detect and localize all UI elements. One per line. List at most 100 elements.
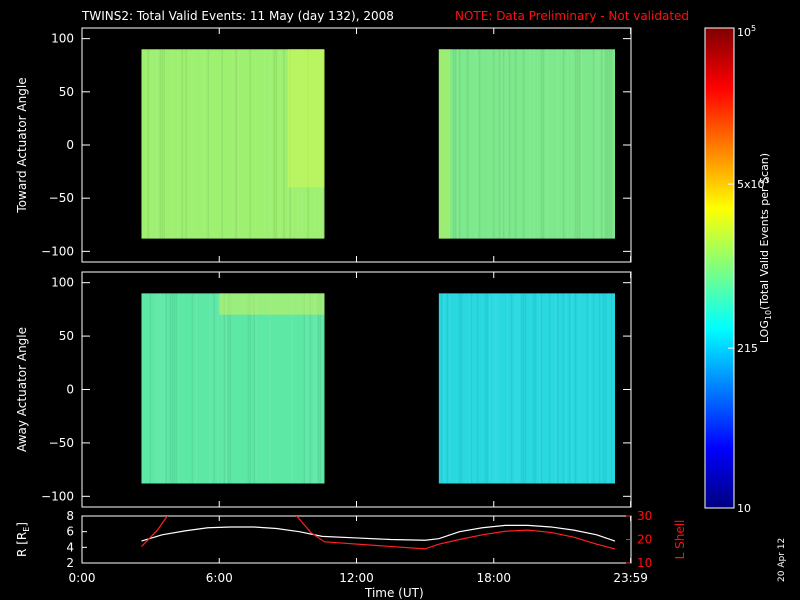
scan-streak [540, 49, 543, 239]
scan-streak [586, 293, 589, 484]
scan-streak [235, 49, 237, 239]
data-block [438, 293, 615, 484]
scan-streak [544, 49, 547, 239]
scan-streak [181, 49, 183, 239]
y-tick-label: −100 [41, 489, 74, 503]
scan-streak [592, 293, 595, 484]
scan-streak [502, 49, 505, 239]
scan-streak [305, 293, 307, 484]
colorbar-tick-label: 5x103 [737, 176, 770, 191]
scan-streak [528, 49, 531, 239]
scan-streak [498, 49, 501, 239]
scan-streak [456, 49, 459, 239]
scan-streak [263, 49, 265, 239]
heatmap-panel-1: 100 50 0 −50 −100 Toward Actuator Angle [15, 27, 632, 263]
y-tick-label: 100 [51, 276, 74, 290]
scan-streak [496, 293, 499, 484]
scan-streak [253, 293, 255, 484]
scan-streak [466, 49, 469, 239]
scan-streak [229, 293, 231, 484]
scan-streak [157, 49, 159, 239]
figure-title: TWINS2: Total Valid Events: 11 May (day … [81, 9, 394, 23]
scan-streak [598, 49, 601, 239]
y-tick-label: 50 [59, 329, 74, 343]
scan-streak [508, 49, 511, 239]
scan-streak [574, 49, 577, 239]
scan-streak [514, 49, 517, 239]
scan-streak [596, 49, 599, 239]
scan-streak [193, 49, 195, 239]
scan-streak [548, 293, 551, 484]
scan-streak [576, 49, 579, 239]
colorbar: 105 5x103 215 10 LOG10(Total Valid Events pe… [704, 24, 773, 515]
r-axis-label: R [RE] [15, 522, 31, 557]
scan-streak [195, 293, 197, 484]
scan-streak [163, 49, 165, 239]
y-tick-label: −50 [49, 191, 74, 205]
scan-streak [460, 293, 463, 484]
scan-streak [610, 293, 613, 484]
y-axis-label: Away Actuator Angle [15, 327, 29, 452]
scan-streak [161, 49, 163, 239]
scan-streak [578, 49, 581, 239]
y-tick-label: 0 [66, 383, 74, 397]
scan-streak [175, 293, 177, 484]
y-axis-label: Toward Actuator Angle [15, 77, 29, 213]
scan-streak [604, 293, 607, 484]
scan-streak [149, 293, 151, 484]
scan-streak [165, 293, 167, 484]
data-block [141, 293, 325, 484]
scan-streak [169, 293, 171, 484]
scan-streak [225, 293, 227, 484]
scan-streak [468, 293, 471, 484]
scan-streak [602, 49, 605, 239]
colorbar-tick-label: 105 [737, 24, 756, 39]
scan-streak [506, 293, 509, 484]
scan-streak [227, 293, 229, 484]
scan-streak [492, 49, 495, 239]
scan-streak [514, 293, 517, 484]
scan-streak [532, 293, 535, 484]
scan-streak [500, 49, 503, 239]
bright-feature [219, 293, 325, 315]
y-tick-label: 50 [59, 85, 74, 99]
scan-streak [221, 49, 223, 239]
y-right-tick-label: 30 [637, 509, 652, 523]
colorbar-label: LOG10(Total Valid Events per Scan) [758, 153, 773, 343]
scan-streak [452, 49, 455, 239]
scan-streak [518, 293, 521, 484]
scan-streak [484, 293, 487, 484]
x-tick-label: 6:00 [206, 571, 233, 585]
scan-streak [494, 293, 497, 484]
scan-streak [476, 293, 479, 484]
scan-streak [470, 293, 473, 484]
y-tick-label: 4 [66, 540, 74, 554]
scan-streak [488, 293, 491, 484]
scan-streak [580, 49, 583, 239]
data-block [438, 49, 615, 239]
scan-streak [279, 49, 281, 239]
colorbar-gradient [704, 27, 735, 509]
scan-streak [161, 293, 163, 484]
scan-streak [570, 49, 573, 239]
scan-streak [317, 293, 319, 484]
scan-streak [255, 293, 257, 484]
scan-streak [440, 293, 443, 484]
scan-streak [171, 293, 173, 484]
scan-streak [275, 49, 277, 239]
scan-streak [556, 293, 559, 484]
scan-streak [556, 49, 559, 239]
scan-streak [249, 49, 251, 239]
x-axis-label: Time (UT) [364, 586, 424, 600]
scan-streak [566, 49, 569, 239]
scan-streak [604, 49, 607, 239]
scan-streak [446, 293, 449, 484]
scan-streak [155, 293, 157, 484]
scan-streak [554, 293, 557, 484]
scan-streak [315, 293, 317, 484]
scan-streak [540, 293, 543, 484]
scan-streak [448, 293, 451, 484]
scan-streak [478, 49, 481, 239]
y-tick-label: −100 [41, 244, 74, 258]
scan-streak [209, 293, 211, 484]
